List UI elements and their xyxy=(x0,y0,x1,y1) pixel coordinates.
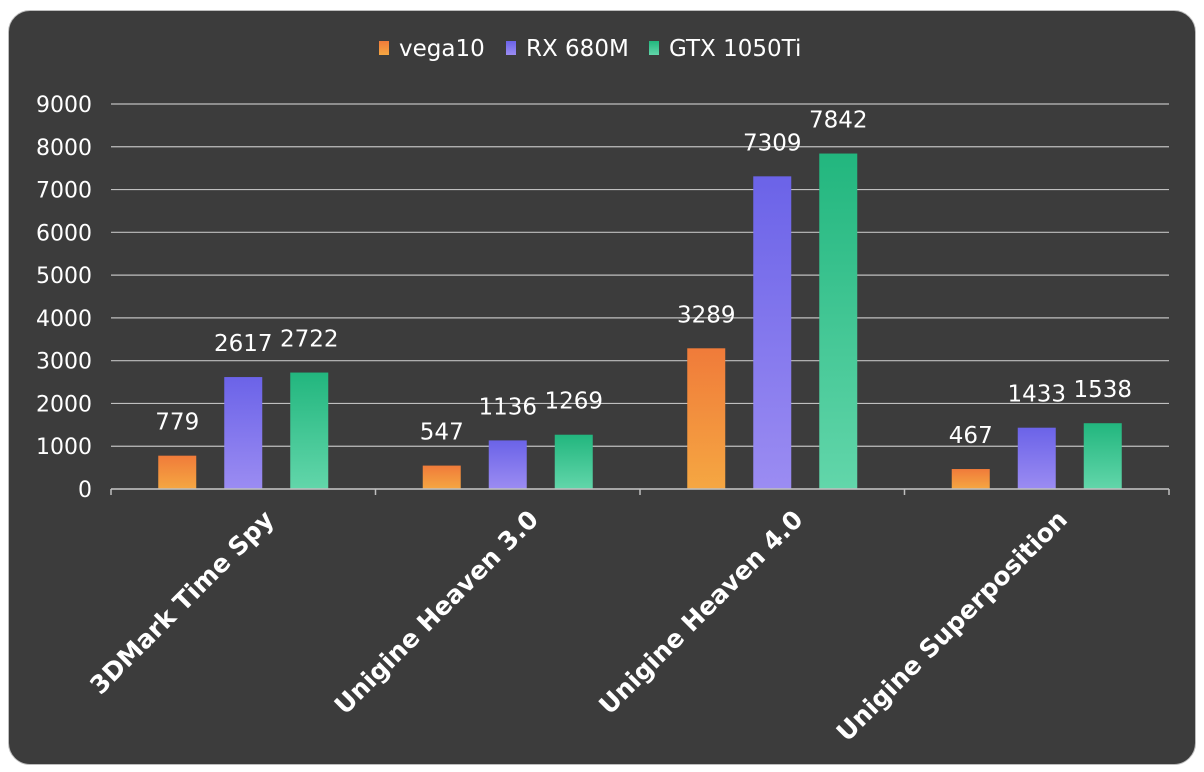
bar-1-2 xyxy=(753,176,792,489)
bar-chart: vega10 RX 680M GTX 1050Ti 0 1000 2000 3000 400… xyxy=(36,36,1170,747)
data-label-1-0: 2617 xyxy=(214,331,273,357)
data-label-2-0: 2722 xyxy=(280,327,339,353)
y-tick-label: 5000 xyxy=(36,264,92,289)
bar-1-3 xyxy=(1017,427,1056,489)
x-category-label: 3DMark Time Spy xyxy=(84,505,279,700)
data-label-0-3: 467 xyxy=(949,423,993,449)
bar-2-0 xyxy=(290,372,329,489)
x-category-label: Unigine Superposition xyxy=(831,505,1073,747)
bar-0-0 xyxy=(158,455,197,489)
bar-0-3 xyxy=(951,469,990,489)
bar-2-2 xyxy=(819,153,858,489)
y-tick-label: 1000 xyxy=(36,435,92,460)
bar-2-3 xyxy=(1083,423,1122,489)
data-label-1-3: 1433 xyxy=(1007,382,1066,408)
data-label-0-2: 3289 xyxy=(677,302,736,328)
bar-1-0 xyxy=(224,377,263,489)
y-axis: 0 1000 2000 3000 4000 5000 6000 7000 8000 9000 xyxy=(36,93,92,503)
legend-label-1: RX 680M xyxy=(526,36,629,62)
data-label-2-3: 1538 xyxy=(1073,377,1132,403)
y-tick-label: 2000 xyxy=(36,392,92,417)
bar-0-2 xyxy=(687,348,726,489)
y-tick-label: 9000 xyxy=(36,93,92,118)
y-tick-label: 3000 xyxy=(36,350,92,375)
x-axis: 3DMark Time Spy Unigine Heaven 3.0 Unigine… xyxy=(84,488,1170,747)
data-label-0-0: 779 xyxy=(155,410,199,436)
legend-label-0: vega10 xyxy=(399,36,485,62)
legend-swatch-1 xyxy=(506,41,516,55)
x-category-label: Unigine Heaven 3.0 xyxy=(329,505,544,720)
legend-swatch-2 xyxy=(649,41,659,55)
bar-2-1 xyxy=(554,434,593,489)
data-label-2-2: 7842 xyxy=(809,108,868,134)
legend-swatch-0 xyxy=(379,41,389,55)
gridlines xyxy=(111,103,1169,490)
legend-label-2: GTX 1050Ti xyxy=(669,36,801,62)
data-label-1-2: 7309 xyxy=(743,130,802,156)
y-tick-label: 7000 xyxy=(36,179,92,204)
y-tick-label: 0 xyxy=(78,478,92,503)
chart-frame: vega10 RX 680M GTX 1050Ti 0 1000 2000 3000 400… xyxy=(8,10,1196,765)
bar-0-1 xyxy=(422,465,461,489)
legend: vega10 RX 680M GTX 1050Ti xyxy=(379,36,801,62)
y-tick-label: 4000 xyxy=(36,307,92,332)
x-category-label: Unigine Heaven 4.0 xyxy=(593,505,808,720)
bar-1-1 xyxy=(488,440,527,489)
data-labels: 779 2617 2722 547 1136 1269 3289 7309 7842 467 143… xyxy=(155,108,1132,449)
data-label-0-1: 547 xyxy=(420,420,464,446)
y-tick-label: 6000 xyxy=(36,221,92,246)
y-tick-label: 8000 xyxy=(36,136,92,161)
bars xyxy=(158,153,1122,489)
data-label-2-1: 1269 xyxy=(544,389,603,415)
data-label-1-1: 1136 xyxy=(478,394,537,420)
